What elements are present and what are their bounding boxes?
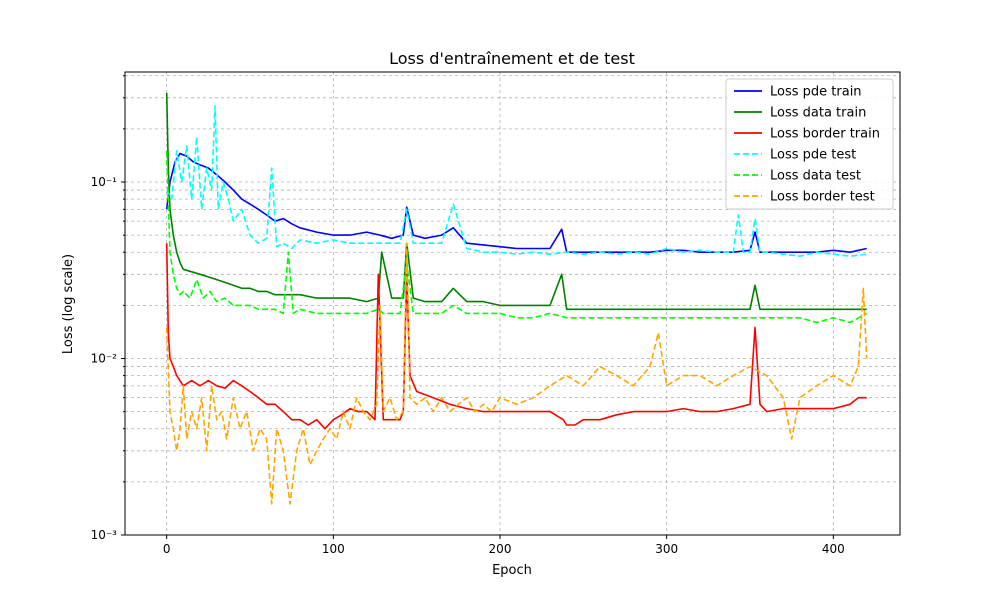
chart-title: Loss d'entraînement et de test bbox=[389, 49, 635, 68]
y-tick-label: 10⁻³ bbox=[91, 528, 118, 542]
series-line-loss-pde-test bbox=[166, 105, 867, 258]
legend-label: Loss pde test bbox=[770, 148, 856, 163]
legend-label: Loss border train bbox=[770, 127, 880, 142]
x-tick-label: 300 bbox=[655, 542, 678, 556]
legend-label: Loss data test bbox=[770, 169, 861, 184]
legend: Loss pde train Loss data train Loss border… bbox=[725, 78, 894, 210]
series-line-loss-data-train bbox=[165, 92, 867, 311]
series-lines bbox=[165, 92, 868, 505]
y-tick-label: 10⁻¹ bbox=[91, 175, 118, 189]
y-axis-label: Loss (log scale) bbox=[61, 254, 76, 354]
series-line-loss-pde-train bbox=[165, 152, 867, 253]
x-tick-label: 0 bbox=[163, 542, 171, 556]
plot-frame bbox=[124, 71, 901, 536]
grid-lines bbox=[125, 72, 900, 536]
x-axis-label: Epoch bbox=[492, 563, 532, 578]
x-tick-label: 100 bbox=[322, 542, 345, 556]
legend-label: Loss data train bbox=[770, 106, 866, 121]
axis-ticks: 0 100 200 300 400 10⁻³ 10⁻² 10⁻¹ bbox=[91, 75, 845, 556]
legend-box bbox=[725, 78, 894, 210]
legend-label: Loss pde train bbox=[770, 85, 862, 100]
legend-label: Loss border test bbox=[770, 190, 875, 205]
series-line-loss-border-test bbox=[165, 242, 868, 505]
x-tick-label: 400 bbox=[822, 542, 845, 556]
y-tick-label: 10⁻² bbox=[91, 352, 118, 366]
x-tick-label: 200 bbox=[489, 542, 512, 556]
series-line-loss-border-train bbox=[165, 243, 867, 430]
